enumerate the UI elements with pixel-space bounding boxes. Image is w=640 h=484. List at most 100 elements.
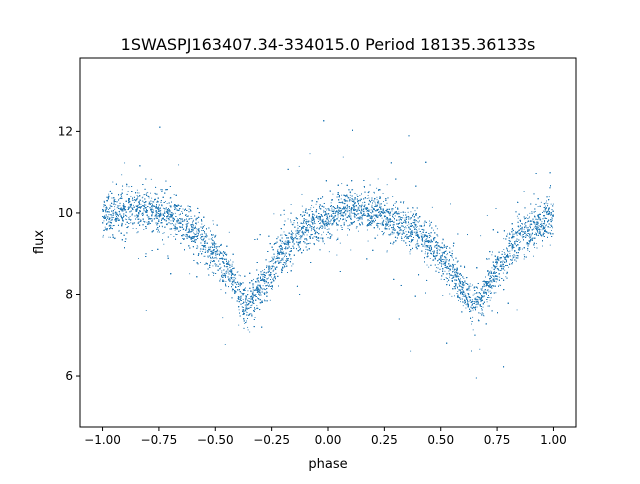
- data-point: [302, 235, 303, 237]
- data-point: [531, 239, 533, 241]
- data-point: [367, 240, 369, 242]
- data-point: [490, 270, 492, 272]
- data-point: [205, 240, 207, 242]
- data-point: [363, 198, 365, 200]
- data-point: [438, 253, 440, 254]
- data-point: [472, 284, 474, 286]
- data-point: [416, 220, 417, 221]
- data-point: [337, 216, 339, 218]
- data-point: [530, 236, 532, 238]
- data-point: [281, 234, 283, 236]
- data-point: [143, 194, 145, 196]
- data-point: [506, 233, 508, 235]
- data-point: [347, 210, 349, 212]
- data-point: [543, 216, 545, 218]
- data-point: [108, 236, 110, 238]
- data-point: [247, 290, 249, 292]
- data-point: [142, 200, 144, 202]
- data-point: [433, 250, 435, 252]
- data-point: [466, 301, 468, 302]
- data-point: [434, 244, 436, 246]
- data-point: [537, 228, 539, 230]
- data-point: [140, 220, 142, 222]
- data-point: [289, 251, 291, 252]
- data-point: [429, 223, 431, 225]
- data-point: [410, 350, 412, 352]
- data-point: [106, 208, 108, 210]
- data-point: [231, 263, 233, 265]
- data-point: [517, 229, 519, 231]
- data-point: [177, 219, 179, 220]
- data-point: [371, 204, 373, 206]
- data-point: [262, 278, 264, 279]
- data-point: [416, 229, 417, 231]
- data-point: [542, 223, 544, 225]
- data-point: [344, 211, 345, 212]
- data-point: [150, 208, 151, 210]
- data-point: [350, 215, 352, 217]
- data-point: [529, 251, 530, 252]
- data-point: [238, 324, 240, 326]
- data-point: [325, 208, 327, 210]
- data-point: [173, 227, 175, 229]
- data-point: [405, 231, 407, 233]
- data-point: [213, 223, 214, 225]
- data-point: [283, 248, 285, 249]
- data-point: [420, 233, 422, 235]
- data-point: [246, 299, 248, 301]
- data-point: [229, 277, 231, 279]
- data-point: [271, 260, 273, 261]
- data-point: [402, 217, 404, 219]
- data-point: [433, 237, 435, 239]
- data-point: [347, 196, 349, 197]
- data-point: [386, 202, 388, 204]
- data-point: [374, 210, 376, 212]
- data-point: [252, 288, 254, 290]
- data-point: [432, 254, 434, 256]
- data-point: [132, 204, 134, 206]
- data-point: [227, 262, 229, 264]
- data-point: [285, 246, 287, 248]
- data-point: [379, 223, 381, 225]
- data-point: [511, 228, 513, 230]
- data-point: [166, 211, 167, 213]
- data-point: [396, 232, 398, 234]
- data-point: [180, 206, 182, 207]
- data-point: [551, 218, 553, 220]
- data-point: [233, 280, 235, 282]
- data-point: [407, 236, 409, 238]
- data-point: [189, 273, 191, 275]
- data-point: [251, 304, 253, 306]
- data-point: [488, 285, 490, 287]
- data-point: [158, 209, 160, 211]
- data-point: [180, 230, 181, 231]
- data-point: [383, 201, 384, 202]
- data-point: [514, 255, 516, 257]
- data-point: [162, 189, 163, 191]
- data-point: [113, 237, 115, 239]
- data-point: [441, 247, 443, 249]
- data-point: [358, 213, 360, 215]
- data-point: [407, 230, 409, 232]
- data-point: [378, 210, 380, 212]
- data-point: [122, 208, 124, 210]
- data-point: [280, 250, 282, 252]
- data-point: [440, 258, 441, 260]
- data-point: [184, 234, 186, 236]
- data-point: [324, 243, 325, 245]
- data-point: [464, 294, 466, 296]
- data-point: [111, 216, 113, 218]
- data-point: [238, 309, 240, 311]
- data-point: [399, 216, 401, 218]
- data-point: [238, 296, 240, 298]
- data-point: [255, 288, 257, 289]
- data-point: [343, 212, 345, 214]
- data-point: [417, 243, 419, 245]
- data-point: [504, 269, 506, 271]
- data-point: [112, 181, 114, 183]
- data-point: [460, 285, 462, 287]
- data-point: [238, 283, 240, 285]
- data-point: [408, 227, 410, 229]
- data-point: [244, 289, 246, 291]
- data-point: [363, 213, 364, 215]
